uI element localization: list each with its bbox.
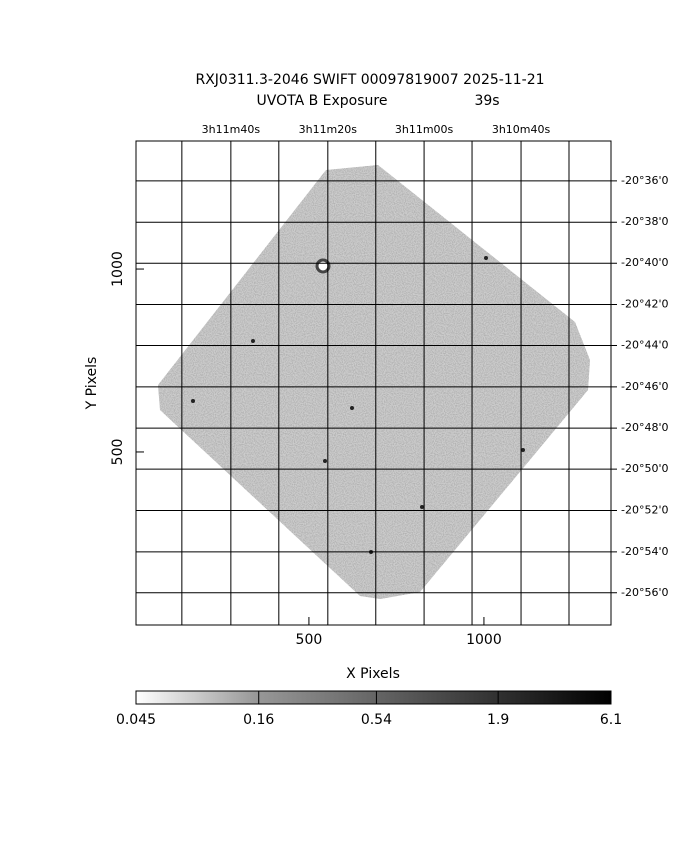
dec-tick-label: -20°42'0: [621, 298, 669, 311]
exposure-map: [158, 165, 590, 599]
colorbar-tick-label: 0.54: [361, 712, 392, 728]
y-tick-label: 500: [110, 439, 126, 466]
star: [315, 258, 331, 274]
title: RXJ0311.3-2046 SWIFT 00097819007 2025-11…: [195, 72, 544, 88]
x-tick-label: 500: [296, 632, 323, 648]
dec-tick-label: -20°52'0: [621, 503, 669, 516]
dec-tick-label: -20°50'0: [621, 462, 669, 475]
star: [350, 406, 354, 410]
dec-tick-label: -20°54'0: [621, 545, 669, 558]
dec-tick-label: -20°40'0: [621, 256, 669, 269]
star: [420, 505, 424, 509]
star: [251, 339, 255, 343]
ra-tick-label: 3h11m40s: [202, 123, 261, 136]
ra-tick-label: 3h11m20s: [299, 123, 358, 136]
dec-tick-label: -20°44'0: [621, 339, 669, 352]
colorbar: [135, 690, 612, 705]
dec-tick-label: -20°48'0: [621, 421, 669, 434]
subtitle: UVOTA B Exposure: [257, 93, 388, 109]
star: [323, 459, 327, 463]
colorbar-tick-label: 6.1: [600, 712, 622, 728]
x-axis-label: X Pixels: [346, 666, 400, 682]
plot-frame: [135, 140, 612, 626]
exposure: 39s: [474, 93, 499, 109]
colorbar-tick-label: 0.045: [116, 712, 156, 728]
ra-tick-label: 3h10m40s: [492, 123, 551, 136]
colorbar-tick-label: 1.9: [487, 712, 509, 728]
colorbar-tick-label: 0.16: [243, 712, 274, 728]
image-noise: [158, 165, 590, 599]
star: [521, 448, 525, 452]
y-axis-label: Y Pixels: [84, 357, 100, 411]
x-tick-label: 1000: [466, 632, 502, 648]
y-tick-label: 1000: [110, 251, 126, 287]
ra-tick-label: 3h11m00s: [395, 123, 454, 136]
dec-tick-label: -20°56'0: [621, 586, 669, 599]
star: [484, 256, 488, 260]
star: [191, 399, 195, 403]
dec-tick-label: -20°46'0: [621, 380, 669, 393]
dec-tick-label: -20°36'0: [621, 174, 669, 187]
dec-tick-label: -20°38'0: [621, 215, 669, 228]
